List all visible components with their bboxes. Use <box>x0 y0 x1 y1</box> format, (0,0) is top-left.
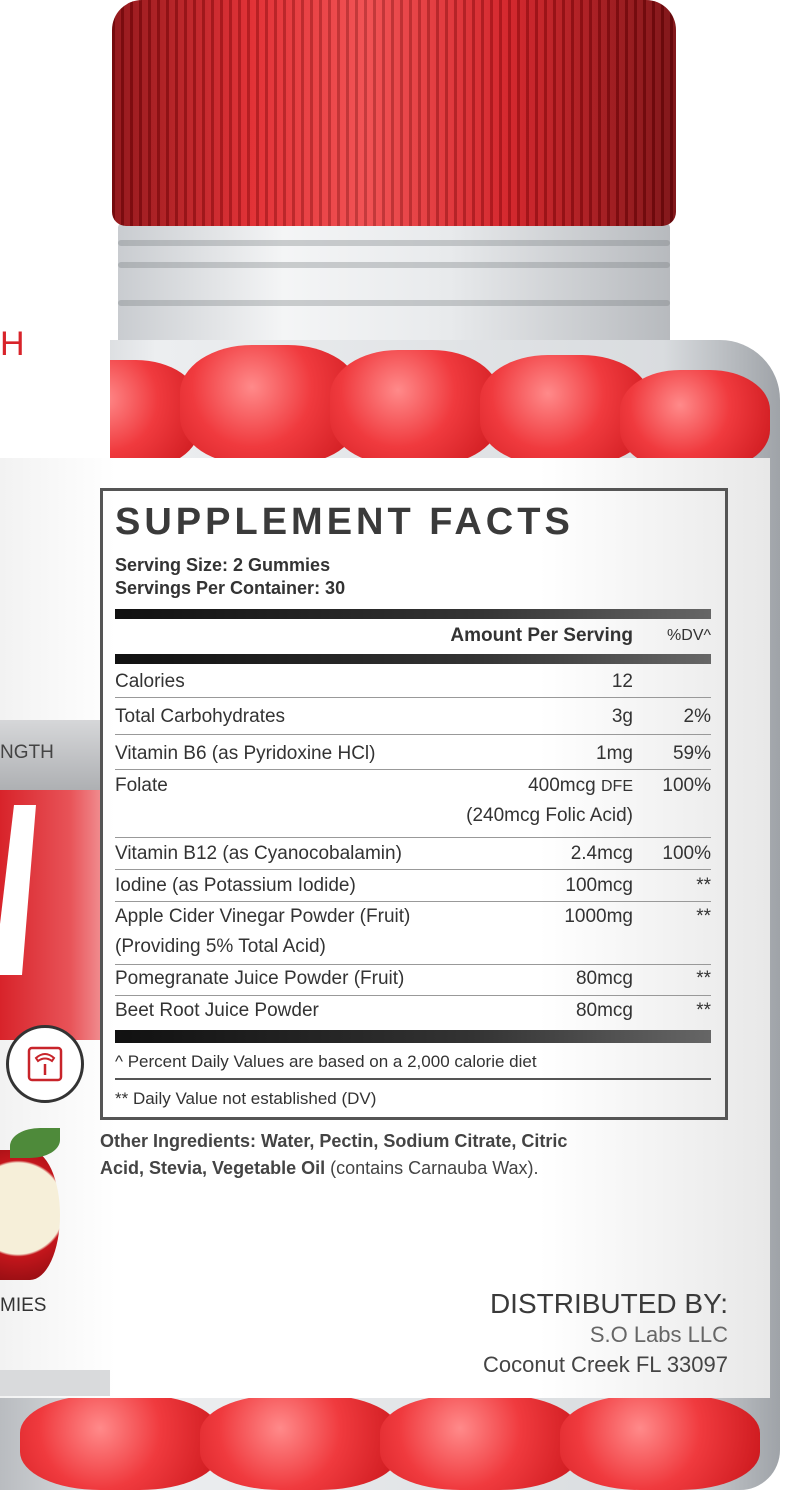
amount-value: 400mcg <box>528 775 596 796</box>
row-dv: 59% <box>672 743 711 764</box>
other-ingredients-label: Other Ingredients: <box>100 1131 257 1151</box>
apple-image <box>0 1150 60 1280</box>
distributor-heading: DISTRIBUTED BY: <box>489 1288 728 1319</box>
row-dv: 2% <box>683 706 711 727</box>
other-ingredients: Other Ingredients: Water, Pectin, Sodium… <box>100 1128 740 1182</box>
row-name: Vitamin B6 (as Pyridoxine HCl) <box>115 743 376 764</box>
bottle-cap <box>112 0 676 226</box>
row-divider <box>115 995 711 996</box>
header-dv: %DV^ <box>667 627 711 644</box>
count-text: MIES <box>0 1295 47 1316</box>
divider-bar <box>115 1030 711 1043</box>
gummy <box>20 1395 220 1490</box>
row-name: Total Carbohydrates <box>115 706 286 727</box>
strength-text: NGTH <box>0 742 54 763</box>
row-name-note: (Providing 5% Total Acid) <box>115 936 326 957</box>
neck-thread <box>118 262 670 268</box>
front-label-edge <box>0 310 110 460</box>
brand-fragment: H <box>0 325 25 363</box>
other-ingredients-line2-bold: Acid, Stevia, Vegetable Oil <box>100 1158 326 1178</box>
other-ingredients-line1: Water, Pectin, Sodium Citrate, Citric <box>261 1131 568 1151</box>
row-divider <box>115 734 711 735</box>
row-name: Folate <box>115 775 168 796</box>
gummy <box>330 350 500 465</box>
row-divider <box>115 1078 711 1080</box>
gummy <box>380 1395 580 1490</box>
row-divider <box>115 697 711 698</box>
serving-size: Serving Size: 2 Gummies <box>115 555 331 575</box>
row-amount: 3g <box>611 706 633 727</box>
row-name: Pomegranate Juice Powder (Fruit) <box>115 968 405 989</box>
scale-icon <box>6 1025 84 1103</box>
divider-bar <box>115 609 711 619</box>
row-dv: ** <box>696 875 711 896</box>
row-dv: ** <box>696 968 711 989</box>
gray-strip <box>0 1370 110 1396</box>
neck-thread <box>118 240 670 246</box>
row-name: Iodine (as Potassium Iodide) <box>115 875 356 896</box>
row-dv: 100% <box>662 775 711 796</box>
servings-per-container: Servings Per Container: 30 <box>115 578 346 598</box>
distributor-name: S.O Labs LLC <box>589 1322 728 1347</box>
row-amount: 1000mg <box>564 906 633 927</box>
neck-thread <box>118 300 670 306</box>
amount-unit: DFE <box>601 778 633 795</box>
row-dv: ** <box>696 906 711 927</box>
footnote-not-established: ** Daily Value not established (DV) <box>115 1089 377 1108</box>
row-divider <box>115 901 711 902</box>
row-amount: 100mcg <box>565 875 633 896</box>
supplement-facts-panel: SUPPLEMENT FACTS Serving Size: 2 Gummies… <box>100 488 728 1120</box>
row-amount-note: (240mcg Folic Acid) <box>466 805 633 826</box>
row-amount: 80mcg <box>575 1000 633 1021</box>
row-name: Beet Root Juice Powder <box>115 1000 319 1021</box>
other-ingredients-line2: (contains Carnauba Wax). <box>330 1158 539 1178</box>
footnote-dv: ^ Percent Daily Values are based on a 2,… <box>115 1052 537 1071</box>
row-dv: ** <box>696 1000 711 1021</box>
row-dv: 100% <box>662 843 711 864</box>
row-divider <box>115 769 711 770</box>
facts-title: SUPPLEMENT FACTS <box>115 501 574 543</box>
row-amount: 400mcg DFE <box>528 775 633 797</box>
row-name: Apple Cider Vinegar Powder (Fruit) <box>115 906 411 927</box>
bottle-neck <box>118 222 670 352</box>
row-divider <box>115 869 711 870</box>
row-divider <box>115 837 711 838</box>
distributor-address: Coconut Creek FL 33097 <box>483 1352 728 1377</box>
row-amount: 2.4mcg <box>570 843 633 864</box>
gummy <box>560 1395 760 1490</box>
gummy <box>200 1395 400 1490</box>
row-divider <box>115 964 711 965</box>
gummy <box>620 370 770 470</box>
row-amount: 80mcg <box>575 968 633 989</box>
row-amount: 1mg <box>596 743 633 764</box>
row-name: Calories <box>115 671 185 692</box>
strength-band <box>0 720 100 790</box>
row-amount: 12 <box>611 671 633 692</box>
header-amount: Amount Per Serving <box>450 625 633 646</box>
divider-bar <box>115 654 711 664</box>
row-name: Vitamin B12 (as Cyanocobalamin) <box>115 843 402 864</box>
